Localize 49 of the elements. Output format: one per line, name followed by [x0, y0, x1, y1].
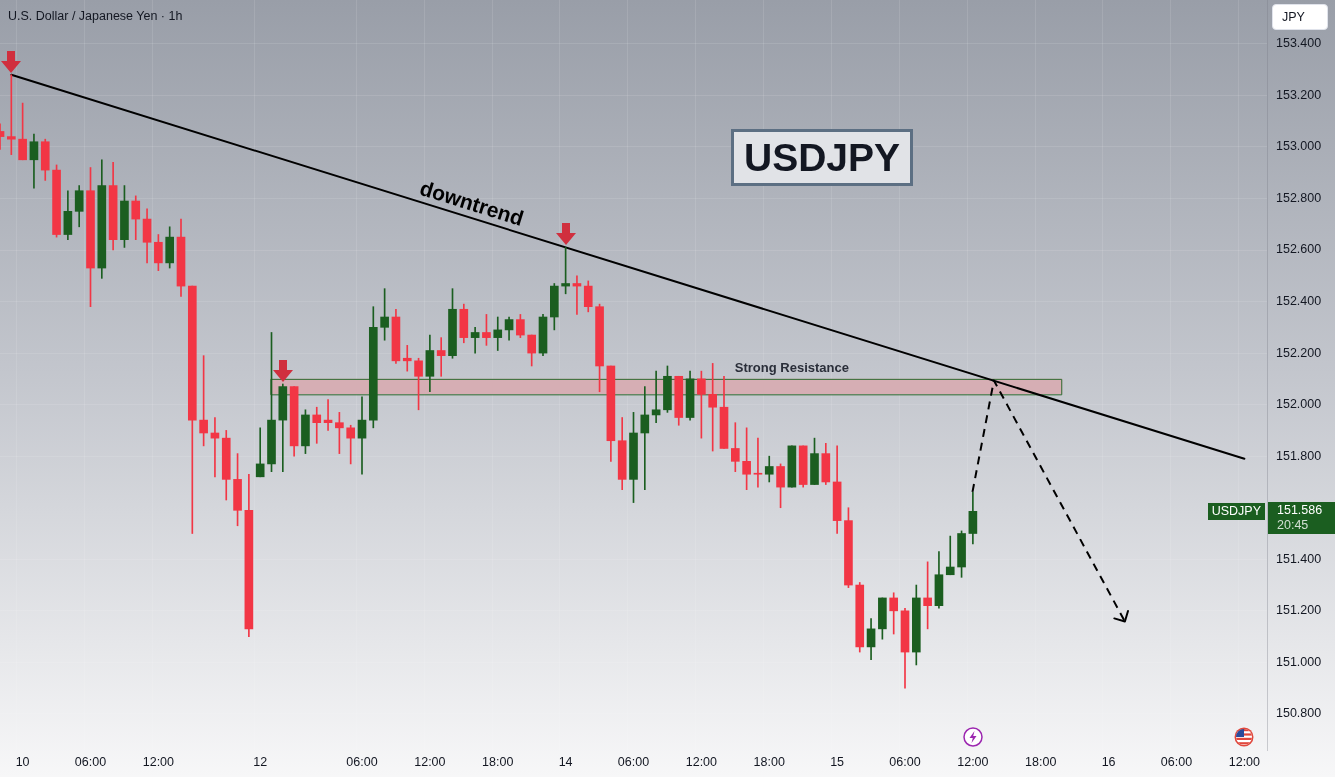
text: 20:45	[1277, 518, 1310, 534]
candlestick	[402, 345, 412, 372]
x-tick-label: 12:00	[414, 754, 446, 769]
x-tick-label: 06:00	[1160, 754, 1193, 769]
x-tick-label: 10	[15, 754, 30, 769]
x-tick-label: 14	[558, 754, 573, 769]
x-tick-label: 12:00	[142, 754, 175, 769]
y-tick-label: 152.400	[1276, 294, 1322, 308]
y-tick-label: 153.200	[1276, 87, 1322, 102]
candlestick	[436, 337, 446, 377]
candlestick	[708, 363, 718, 452]
candlestick	[470, 326, 480, 354]
y-tick-label: 152.000	[1276, 397, 1322, 412]
candlestick	[651, 370, 661, 424]
y-tick-label: 152.600	[1276, 242, 1322, 257]
y-tick-label: 152.200	[1276, 345, 1322, 360]
candlestick	[493, 316, 503, 351]
y-tick-label: 151.800	[1276, 448, 1322, 463]
x-tick-label: 12:00	[685, 754, 718, 769]
y-tick-label: 151.400	[1276, 551, 1322, 566]
candlestick	[640, 386, 650, 491]
x-tick-label: 06:00	[346, 754, 378, 769]
candlestick	[753, 437, 763, 488]
y-axis-title: JPY	[1272, 4, 1328, 30]
x-tick-label: 12:00	[957, 754, 989, 769]
x-tick-label: 18:00	[753, 754, 785, 769]
y-tick-label: 153.400	[1276, 36, 1322, 51]
x-tick-label: 12:00	[1228, 754, 1261, 769]
x-tick-label: 18:00	[482, 754, 514, 769]
y-tick-label: 150.800	[1276, 706, 1322, 721]
candlestick	[6, 74, 16, 155]
y-tick-label: 151.000	[1276, 654, 1322, 669]
text: USDJPY	[1207, 502, 1265, 520]
band-label: Strong Resistance	[734, 359, 849, 375]
x-tick-label: 18:00	[1025, 754, 1057, 769]
x-tick-label: 16	[1101, 754, 1116, 769]
x-tick-label: 06:00	[617, 754, 650, 769]
x-tick-label: 12	[253, 754, 268, 769]
annotation: USDJPY	[731, 129, 914, 186]
candlestick	[312, 406, 322, 444]
y-tick-label: 152.800	[1276, 190, 1322, 205]
candlestick	[945, 535, 955, 576]
text: U.S. Dollar / Japanese Yen · 1h	[8, 8, 183, 24]
y-tick-label: 151.200	[1276, 603, 1322, 618]
y-tick-label: 153.000	[1276, 139, 1322, 154]
text: 151.586	[1277, 503, 1324, 519]
x-tick-label: 15	[830, 754, 845, 769]
x-tick-label: 06:00	[74, 754, 107, 769]
x-tick-label: 06:00	[889, 754, 921, 769]
